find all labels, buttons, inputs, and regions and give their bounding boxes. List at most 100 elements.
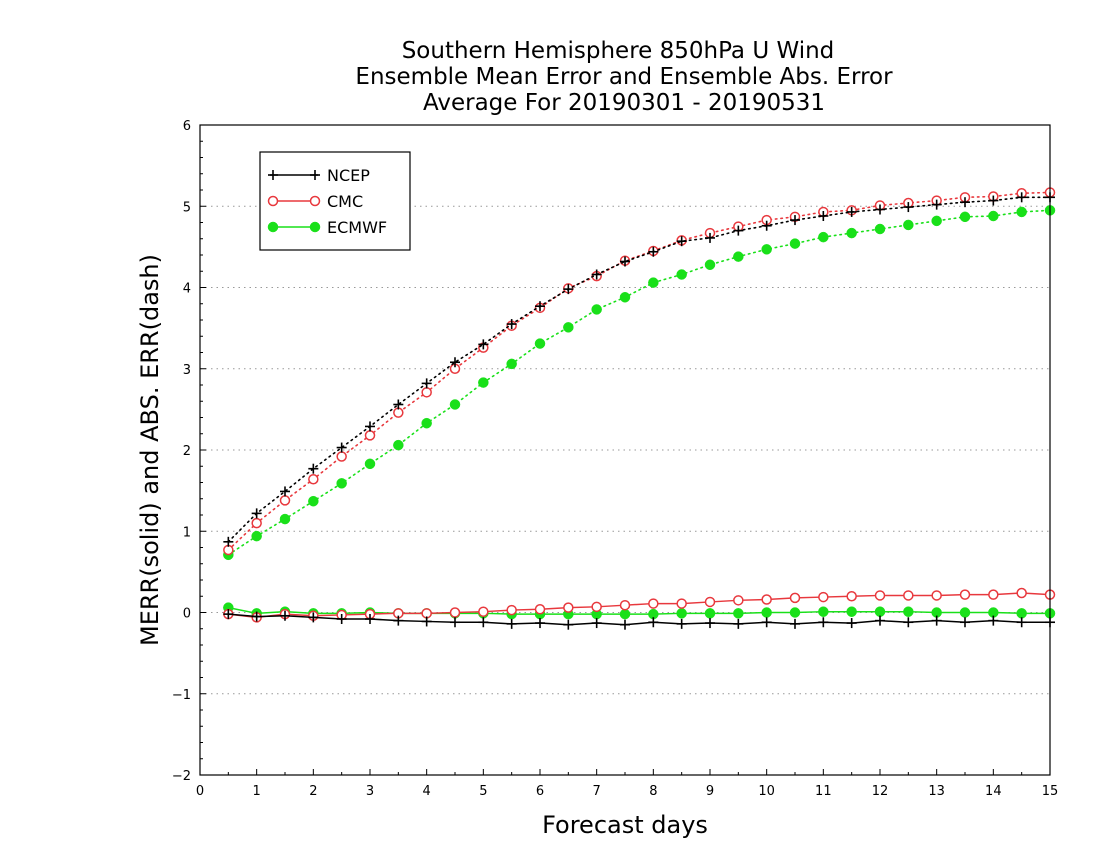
cmc-mean-error-point — [704, 596, 716, 608]
chart-title-line-2: Ensemble Mean Error and Ensemble Abs. Er… — [355, 64, 893, 90]
ncep-abs-error-point — [365, 421, 375, 432]
ncep-mean-error-point — [591, 618, 602, 629]
ecmwf-abs-error-point — [988, 210, 999, 222]
ecmwf-abs-error-point — [903, 219, 914, 231]
ecmwf-abs-error-point — [959, 211, 971, 223]
cmc-abs-error-point — [364, 430, 376, 441]
ecmwf-abs-error-point — [591, 304, 602, 315]
ncep-mean-error-point — [450, 617, 460, 628]
x-tick-label: 2 — [309, 784, 317, 799]
ecmwf-abs-error-point — [704, 259, 716, 270]
ncep-mean-error-point — [1016, 617, 1027, 628]
y-axis-label: MERR(solid) and ABS. ERR(dash) — [136, 254, 164, 646]
ecmwf-abs-error-point — [619, 292, 631, 303]
cmc-mean-error-point — [733, 595, 744, 606]
ecmwf-abs-error-point — [818, 231, 829, 243]
plot-frame — [199, 124, 1051, 776]
cmc-mean-error-point — [874, 590, 886, 601]
ncep-mean-error-point — [846, 618, 857, 629]
ecmwf-abs-error-point — [478, 377, 489, 388]
ncep-abs-error-point — [875, 204, 885, 215]
x-axis-label: Forecast days — [542, 811, 708, 839]
cmc-mean-error-point — [591, 601, 602, 613]
series-ecmwf — [223, 205, 1056, 620]
x-tick-label: 15 — [1042, 784, 1059, 799]
legend-item-cmc: CMC — [267, 192, 363, 211]
cmc-mean-error-point — [931, 590, 942, 601]
cmc-mean-error-point — [846, 591, 857, 602]
ecmwf-abs-error-point — [874, 223, 886, 235]
ncep-abs-error-point — [421, 378, 432, 389]
ecmwf-abs-error-point — [534, 338, 546, 349]
chart-title-line-1: Southern Hemisphere 850hPa U Wind — [402, 38, 835, 64]
legend-label-ncep: NCEP — [327, 166, 370, 185]
ncep-abs-error-point — [620, 256, 630, 267]
ecmwf-abs-error-point — [733, 251, 744, 262]
x-tick-label: 3 — [366, 784, 374, 799]
ecmwf-abs-error-line — [227, 209, 1051, 556]
legend-label-ecmwf: ECMWF — [327, 218, 387, 237]
y-tick-label: −2 — [172, 769, 191, 784]
y-tick-label: 2 — [183, 444, 191, 459]
cmc-mean-error-point — [988, 589, 999, 600]
legend-label-cmc: CMC — [327, 192, 363, 211]
ecmwf-abs-error-point — [393, 439, 404, 451]
ncep-abs-error-point — [223, 536, 234, 547]
x-tick-label: 1 — [253, 784, 261, 799]
ncep-abs-error-point — [903, 202, 914, 213]
ecmwf-mean-error-point — [874, 606, 886, 617]
series-layer — [223, 187, 1056, 630]
ncep-abs-error-point — [988, 195, 999, 206]
ncep-abs-error-point — [450, 357, 460, 368]
ecmwf-mean-error-point — [903, 606, 914, 617]
ncep-abs-error-point — [591, 269, 602, 280]
cmc-mean-error-point — [761, 594, 772, 605]
legend-marker-right-cmc — [309, 195, 321, 207]
ecmwf-mean-error-point — [959, 607, 971, 618]
cmc-mean-error-point — [1016, 587, 1027, 599]
cmc-mean-error-point — [449, 607, 461, 618]
cmc-mean-error-point — [818, 591, 829, 603]
ncep-abs-error-point — [846, 206, 857, 217]
cmc-mean-error-point — [478, 606, 489, 617]
ncep-mean-error-point — [733, 618, 744, 629]
cmc-mean-error-point — [563, 602, 574, 613]
ncep-mean-error-point — [960, 617, 970, 628]
ncep-mean-error-point — [676, 618, 687, 629]
ncep-mean-error-point — [478, 617, 489, 628]
ncep-mean-error-point — [620, 619, 630, 630]
ncep-mean-error-point — [308, 612, 319, 623]
cmc-mean-error-point — [789, 592, 801, 604]
ecmwf-mean-error-point — [1016, 608, 1027, 619]
ecmwf-abs-error-point — [364, 458, 376, 470]
x-tick-label: 14 — [985, 784, 1002, 799]
ncep-abs-error-point — [336, 442, 347, 453]
cmc-mean-error-point — [676, 598, 687, 609]
legend-item-ncep: NCEP — [268, 166, 370, 185]
y-tick-label: −1 — [172, 688, 191, 703]
ncep-mean-error-point — [421, 616, 432, 627]
ncep-abs-error-point — [931, 199, 942, 210]
ecmwf-abs-error-point — [336, 478, 347, 489]
cmc-abs-error-point — [308, 474, 319, 485]
x-tick-label: 5 — [479, 784, 487, 799]
ecmwf-abs-error-point — [761, 244, 772, 255]
y-tick-label: 3 — [183, 363, 191, 378]
ecmwf-abs-error-point — [308, 495, 319, 507]
ecmwf-abs-error-point — [676, 269, 687, 280]
ecmwf-abs-error-point — [279, 513, 291, 525]
ncep-mean-error-point — [648, 617, 659, 628]
chart-title: Southern Hemisphere 850hPa U Wind Ensemb… — [355, 38, 893, 116]
series-ncep — [223, 192, 1055, 630]
ecmwf-mean-error-point — [789, 607, 801, 618]
x-tick-label: 8 — [649, 784, 657, 799]
ncep-mean-error-point — [365, 614, 375, 624]
ecmwf-mean-error-point — [818, 606, 829, 617]
cmc-abs-error-point — [279, 495, 291, 506]
cmc-mean-error-point — [903, 590, 914, 601]
ecmwf-mean-error-point — [619, 608, 631, 620]
ecmwf-abs-error-point — [506, 358, 517, 370]
ncep-abs-error-point — [960, 197, 970, 208]
ecmwf-abs-error-point — [563, 322, 574, 333]
